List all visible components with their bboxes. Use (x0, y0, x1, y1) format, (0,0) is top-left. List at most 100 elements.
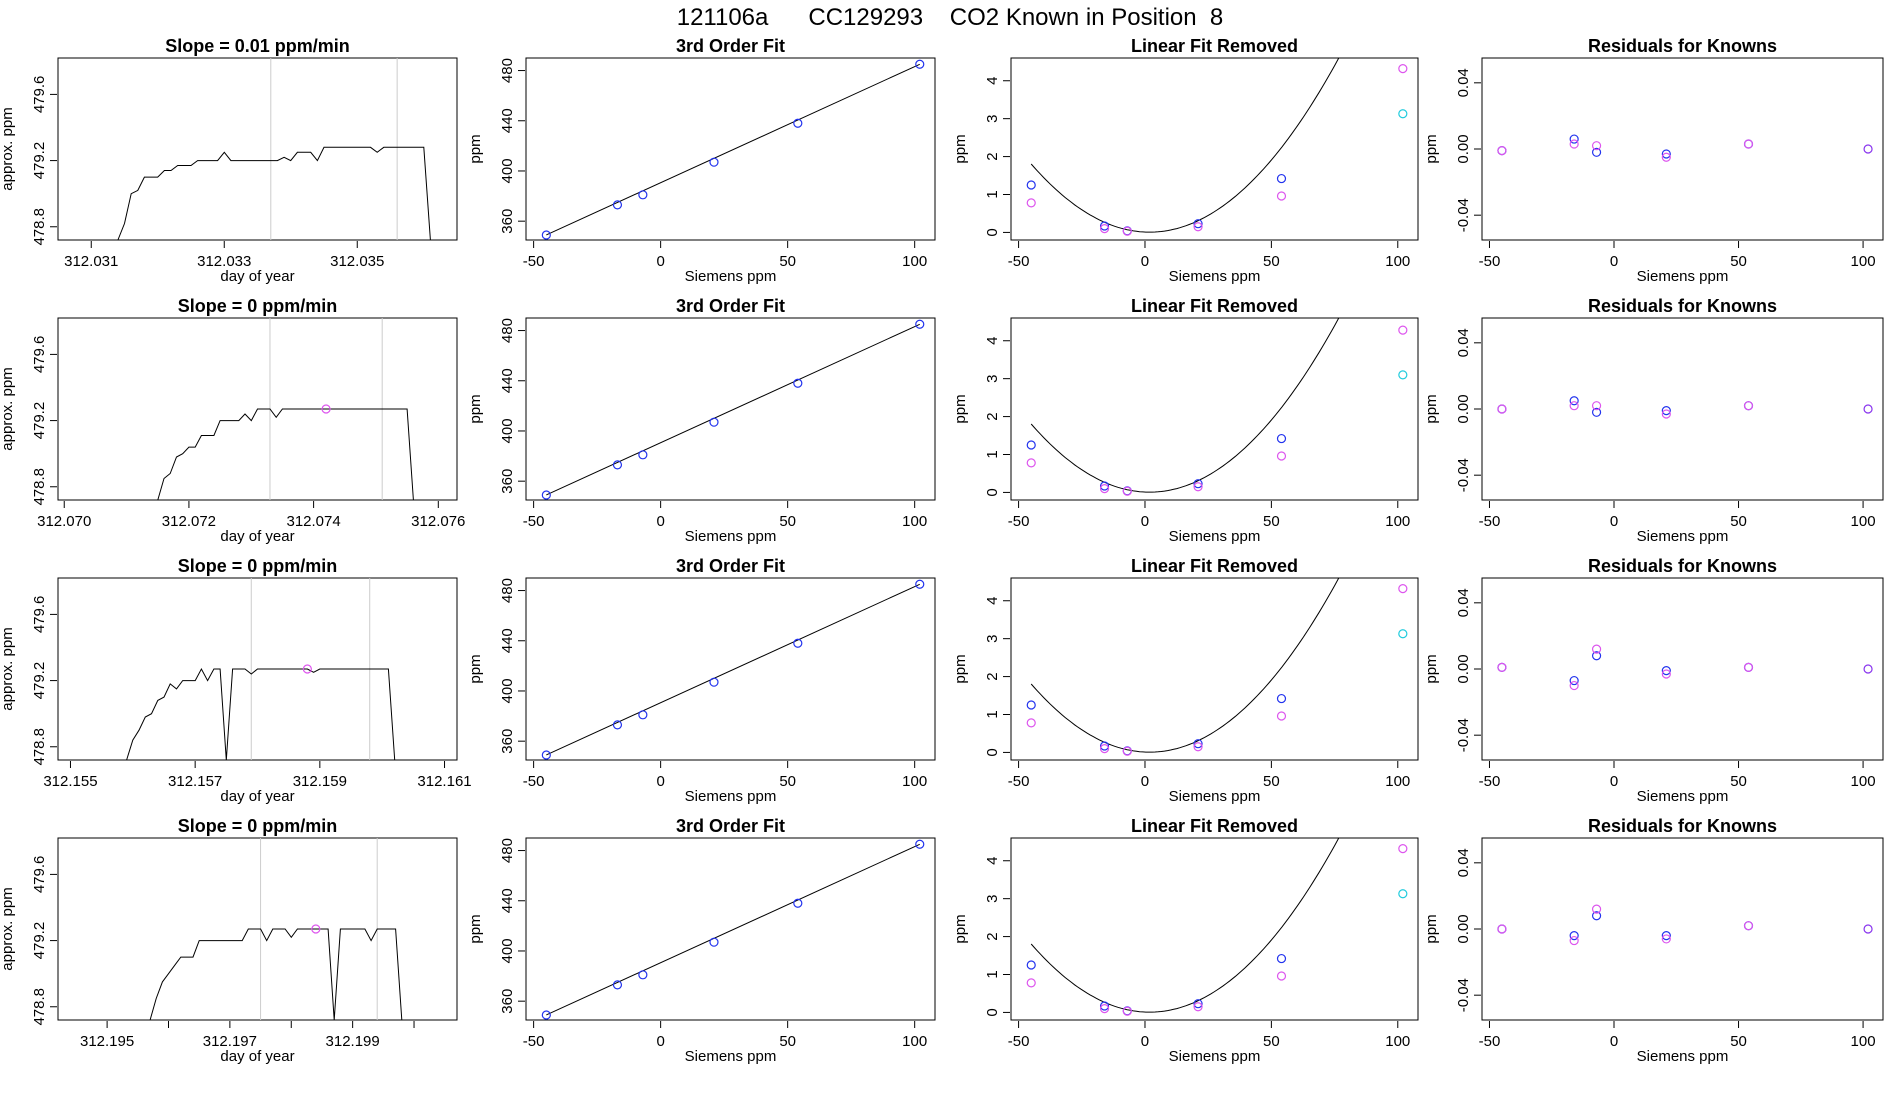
data-point (1591, 651, 1602, 661)
x-tick-label: 50 (779, 773, 796, 790)
y-tick-label: 2 (984, 412, 1001, 420)
fit-line (546, 63, 920, 236)
data-point (1026, 700, 1036, 710)
x-tick-label: -50 (523, 1033, 545, 1050)
panel-r1-c1: Slope = 0.01 ppm/min 312.031 312.033 312.03… (0, 36, 458, 285)
fit-line (546, 843, 920, 1016)
x-tick-label: 312.197 (203, 1033, 257, 1050)
y-tick-label: -0.04 (1455, 978, 1472, 1012)
data-point (1398, 889, 1408, 899)
x-axis-label: Siemens ppm (1169, 788, 1261, 805)
plot-area (117, 58, 431, 240)
panel-title: Linear Fit Removed (1131, 36, 1298, 56)
panel-title: Residuals for Knowns (1588, 36, 1777, 56)
data-point (638, 190, 648, 200)
plot-frame (525, 317, 936, 501)
x-tick-label: 50 (1263, 253, 1280, 270)
x-tick-label: 50 (779, 1033, 796, 1050)
x-tick-label: 0 (656, 253, 664, 270)
x-tick-label: 0 (1141, 513, 1149, 530)
y-tick-label: 400 (499, 678, 516, 703)
x-tick-label: 100 (1851, 253, 1876, 270)
data-point (1193, 999, 1203, 1009)
x-tick-label: 100 (902, 513, 927, 530)
data-point (1276, 693, 1287, 704)
x-axis-label: day of year (220, 788, 294, 805)
data-point (1661, 409, 1671, 419)
y-tick-label: 479.2 (31, 142, 48, 180)
data-point (1276, 451, 1287, 461)
y-tick-label: 3 (984, 374, 1001, 382)
panel-title: 3rd Order Fit (676, 296, 785, 316)
x-axis-label: Siemens ppm (685, 528, 777, 545)
data-point (1661, 931, 1671, 941)
panel-title: Slope = 0 ppm/min (178, 816, 338, 836)
plot-frame (1481, 317, 1884, 501)
x-tick-label: 50 (779, 513, 796, 530)
data-point (709, 417, 719, 427)
y-tick-label: 400 (499, 938, 516, 963)
y-tick-label: 3 (984, 114, 1001, 122)
data-point (1863, 924, 1873, 934)
y-axis-label: ppm (1423, 394, 1440, 423)
x-tick-label: 0 (1141, 253, 1149, 270)
data-point (1122, 746, 1132, 756)
y-tick-label: 360 (499, 469, 516, 494)
data-point (1497, 146, 1507, 156)
x-tick-label: 0 (1610, 513, 1618, 530)
data-point (709, 677, 719, 687)
data-point (1193, 742, 1203, 752)
x-tick-label: 0 (656, 513, 664, 530)
data-point (709, 937, 719, 947)
y-axis-label: ppm (1423, 654, 1440, 683)
fit-curve (1030, 838, 1340, 1013)
data-point (1569, 935, 1579, 946)
y-tick-label: 2 (984, 672, 1001, 680)
panel-r3-c3: Linear Fit Removed -50 0 50 100 Siemens ppm 0 1… (952, 556, 1419, 805)
y-tick-label: 3 (984, 634, 1001, 642)
y-tick-label: 0 (984, 748, 1001, 756)
x-axis-label: Siemens ppm (1637, 528, 1729, 545)
x-tick-label: 50 (1263, 1033, 1280, 1050)
y-tick-label: 0.00 (1455, 914, 1472, 943)
data-point (1661, 669, 1671, 679)
y-axis-label: ppm (467, 654, 484, 683)
x-tick-label: 312.157 (168, 773, 222, 790)
y-tick-label: 360 (499, 209, 516, 234)
plot-area (541, 579, 925, 760)
y-axis-label: ppm (1423, 134, 1440, 163)
y-tick-label: 0 (984, 228, 1001, 236)
data-point (709, 157, 719, 167)
data-point (612, 200, 623, 210)
data-point (638, 450, 648, 460)
x-tick-label: 312.072 (162, 513, 216, 530)
fit-curve (1030, 318, 1340, 493)
data-point (1099, 1001, 1110, 1011)
y-tick-label: 3 (984, 894, 1001, 902)
plot-area (1026, 58, 1408, 236)
y-tick-label: 4 (984, 77, 1001, 85)
data-point (1026, 198, 1036, 208)
x-tick-label: 0 (1141, 1033, 1149, 1050)
data-point (1276, 173, 1287, 184)
data-point (1497, 404, 1507, 414)
data-point (541, 230, 551, 240)
data-point (638, 970, 648, 980)
y-tick-label: 4 (984, 857, 1001, 865)
x-tick-label: 50 (1263, 513, 1280, 530)
plot-area (541, 59, 925, 240)
x-axis-label: Siemens ppm (1637, 1048, 1729, 1065)
data-point (1276, 191, 1287, 201)
x-axis-label: Siemens ppm (685, 268, 777, 285)
x-axis-label: Siemens ppm (1169, 268, 1261, 285)
data-point (1193, 479, 1203, 489)
plot-frame (57, 57, 458, 241)
data-point (1026, 978, 1036, 988)
y-tick-label: 4 (984, 337, 1001, 345)
x-tick-label: -50 (1008, 1033, 1030, 1050)
x-tick-label: -50 (1008, 253, 1030, 270)
plot-frame (1010, 837, 1419, 1021)
data-point (915, 579, 925, 589)
series-line (117, 146, 431, 240)
y-tick-label: 478.8 (31, 468, 48, 506)
